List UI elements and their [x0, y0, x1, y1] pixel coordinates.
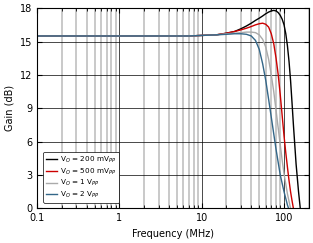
Y-axis label: Gain (dB): Gain (dB) [4, 85, 14, 131]
X-axis label: Frequency (MHz): Frequency (MHz) [132, 229, 214, 239]
Legend: V$_O$ = 200 mV$_{PP}$, V$_O$ = 500 mV$_{PP}$, V$_O$ = 1 V$_{PP}$, V$_O$ = 2 V$_{: V$_O$ = 200 mV$_{PP}$, V$_O$ = 500 mV$_{… [43, 152, 119, 203]
